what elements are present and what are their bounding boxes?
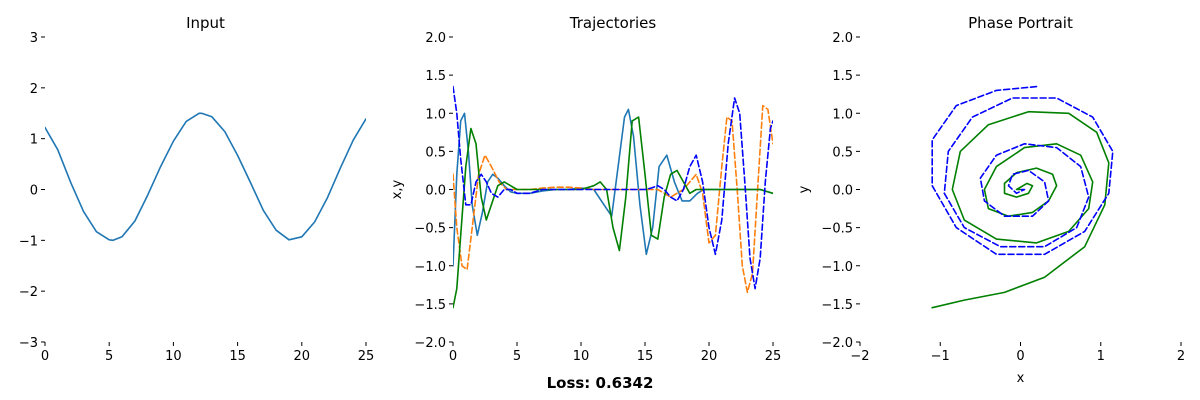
- y-tick-label: 0: [30, 184, 38, 199]
- y-tick-label: 1.0: [832, 107, 853, 122]
- x-tick-label: 0: [41, 349, 49, 364]
- y-tick-label: 0.0: [425, 184, 446, 199]
- x-tick-label: 20: [294, 349, 311, 364]
- x-tick-label: 15: [229, 349, 246, 364]
- y-tick-label: −3: [19, 336, 38, 351]
- x-tick-label: 0: [1016, 349, 1024, 364]
- series-line-1: [931, 110, 1110, 309]
- x-tick-label: 15: [637, 349, 654, 364]
- x-tick-label: 5: [105, 349, 113, 364]
- y-tick-label: 1.5: [832, 69, 853, 84]
- y-tick-label: −1.5: [414, 298, 446, 313]
- chart-panel-2: Trajectories 0 5 10 15 20 25 −2.0 −1.5 −1.0 −0.5 0.…: [390, 14, 781, 392]
- x-tick-label: 0: [449, 349, 457, 364]
- chart-panel-3: Phase Portrait −2 −1 0 1 2 −2.0 −1.5 −1.0 −0.5 0.0…: [797, 14, 1185, 386]
- y-tick-label: 1.5: [425, 69, 446, 84]
- y-tick-label: 0.5: [425, 145, 446, 160]
- x-tick-label: 25: [358, 349, 375, 364]
- series-line-1: [45, 112, 366, 242]
- x-tick-label: −1: [931, 349, 950, 364]
- series-line-2: [931, 85, 1114, 256]
- y-tick-label: 2.0: [425, 31, 446, 46]
- y-tick-label: −1.0: [821, 260, 853, 275]
- y-tick-label: −1.5: [821, 298, 853, 313]
- chart-title: Trajectories: [569, 14, 657, 32]
- y-tick-label: 2.0: [832, 31, 853, 46]
- y-tick-label: 1: [30, 133, 38, 148]
- y-tick-label: 3: [30, 31, 38, 46]
- y-tick-label: 1.0: [425, 107, 446, 122]
- x-axis-label: x: [1017, 371, 1025, 386]
- x-tick-label: 20: [701, 349, 718, 364]
- y-tick-label: −2: [19, 285, 38, 300]
- y-tick-label: 0.0: [832, 184, 853, 199]
- x-tick-label: 25: [765, 349, 782, 364]
- chart-title: Input: [186, 14, 225, 32]
- series-line-4: [453, 85, 773, 290]
- y-axis-label: x,y: [390, 179, 405, 199]
- y-tick-label: −1: [19, 234, 38, 249]
- x-tick-label: 2: [1177, 349, 1185, 364]
- series-line-3: [453, 116, 773, 309]
- y-tick-label: −0.5: [414, 222, 446, 237]
- chart-panel-1: Input 0 5 10 15 20 25 −3 −2 −1 0 1 2 3: [19, 14, 374, 364]
- y-tick-label: −2.0: [414, 336, 446, 351]
- x-tick-label: 10: [165, 349, 182, 364]
- y-tick-label: −0.5: [821, 222, 853, 237]
- x-tick-label: −2: [850, 349, 869, 364]
- series-line-1: [453, 108, 773, 267]
- x-tick-label: 5: [513, 349, 521, 364]
- y-axis-label: y: [797, 185, 812, 193]
- series-line-2: [453, 104, 773, 294]
- y-tick-label: −1.0: [414, 260, 446, 275]
- x-tick-label: 10: [573, 349, 590, 364]
- y-tick-label: −2.0: [821, 336, 853, 351]
- y-tick-label: 0.5: [832, 145, 853, 160]
- loss-label: Loss: 0.6342: [547, 374, 654, 392]
- chart-title: Phase Portrait: [968, 14, 1073, 32]
- x-tick-label: 1: [1097, 349, 1105, 364]
- y-tick-label: 2: [30, 82, 38, 97]
